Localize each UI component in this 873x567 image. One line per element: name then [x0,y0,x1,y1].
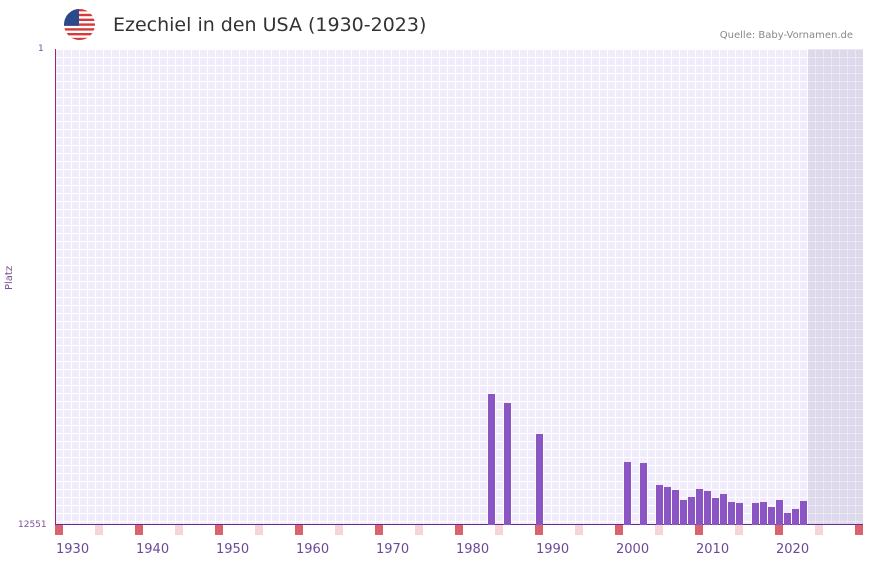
bar-2009[interactable] [688,497,695,525]
year-marker [455,525,463,535]
future-shade [808,49,863,525]
year-marker [655,525,663,535]
x-tick-1970: 1970 [376,542,410,557]
year-marker [55,525,63,535]
bar-1990[interactable] [536,434,543,525]
bar-2021[interactable] [784,513,791,525]
year-marker [295,525,303,535]
bar-2023[interactable] [800,501,807,525]
bar-2019[interactable] [768,507,775,525]
x-tick-1940: 1940 [136,542,170,557]
bar-2011[interactable] [704,491,711,525]
us-flag-icon [64,9,95,40]
x-tick-1930: 1930 [56,542,90,557]
year-marker [255,525,263,535]
bar-2017[interactable] [752,503,759,525]
x-tick-1960: 1960 [296,542,330,557]
y-axis-title: Platz [4,265,15,290]
bar-2008[interactable] [680,500,687,525]
year-marker [95,525,103,535]
year-marker [775,525,783,535]
chart-title: Ezechiel in den USA (1930-2023) [113,14,427,36]
bar-2014[interactable] [728,502,735,525]
y-tick-bottom: 12551 [18,520,47,530]
year-marker [735,525,743,535]
x-axis [55,524,863,525]
year-marker [495,525,503,535]
x-tick-1980: 1980 [456,542,490,557]
bar-2013[interactable] [720,494,727,525]
year-marker [615,525,623,535]
bar-2003[interactable] [640,463,647,525]
bar-2012[interactable] [712,498,719,525]
bar-2007[interactable] [672,490,679,525]
x-tick-2000: 2000 [616,542,650,557]
plot-area [55,49,863,525]
y-tick-top: 1 [38,44,44,54]
bar-2010[interactable] [696,489,703,525]
year-marker [415,525,423,535]
year-marker [215,525,223,535]
year-marker [535,525,543,535]
year-marker [695,525,703,535]
bar-2005[interactable] [656,485,663,525]
source-link[interactable]: Quelle: Baby-Vornamen.de [719,30,853,41]
bar-2022[interactable] [792,509,799,525]
year-marker [175,525,183,535]
year-marker [855,525,863,535]
y-axis [55,49,56,525]
year-marker [815,525,823,535]
year-marker [375,525,383,535]
bar-1984[interactable] [488,394,495,525]
bar-2015[interactable] [736,503,743,525]
x-tick-1950: 1950 [216,542,250,557]
x-tick-1990: 1990 [536,542,570,557]
year-marker [335,525,343,535]
year-marker [575,525,583,535]
bar-2006[interactable] [664,487,671,525]
bar-2018[interactable] [760,502,767,525]
bar-1986[interactable] [504,403,511,525]
x-tick-2010: 2010 [696,542,730,557]
bar-2001[interactable] [624,462,631,525]
x-tick-2020: 2020 [776,542,810,557]
year-marker [135,525,143,535]
bar-2020[interactable] [776,500,783,525]
